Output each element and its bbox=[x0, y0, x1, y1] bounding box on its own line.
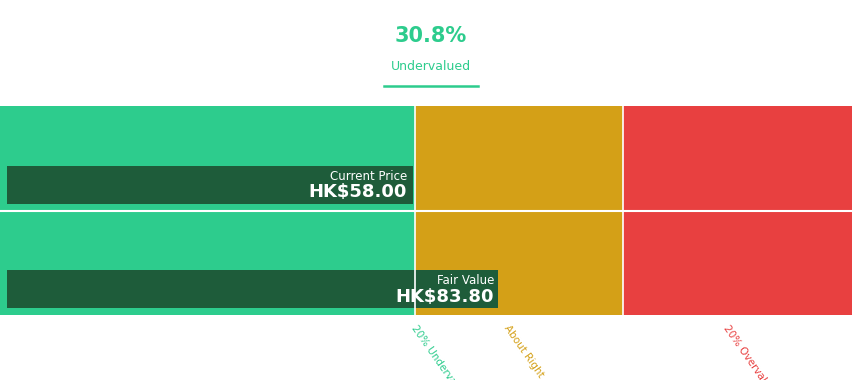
Bar bbox=[7, 166, 412, 204]
Text: HK$83.80: HK$83.80 bbox=[395, 288, 493, 306]
Text: HK$58.00: HK$58.00 bbox=[308, 183, 406, 201]
Text: 20% Overvalued: 20% Overvalued bbox=[720, 323, 778, 380]
Bar bbox=[415, 106, 622, 315]
Text: Fair Value: Fair Value bbox=[436, 274, 493, 288]
Bar bbox=[7, 271, 498, 308]
Text: Current Price: Current Price bbox=[329, 170, 406, 183]
Text: 20% Undervalued: 20% Undervalued bbox=[409, 323, 470, 380]
Text: About Right: About Right bbox=[502, 323, 545, 379]
Text: Undervalued: Undervalued bbox=[390, 60, 470, 73]
Bar bbox=[0, 106, 415, 315]
Text: 30.8%: 30.8% bbox=[394, 26, 466, 46]
Bar bbox=[622, 106, 852, 315]
